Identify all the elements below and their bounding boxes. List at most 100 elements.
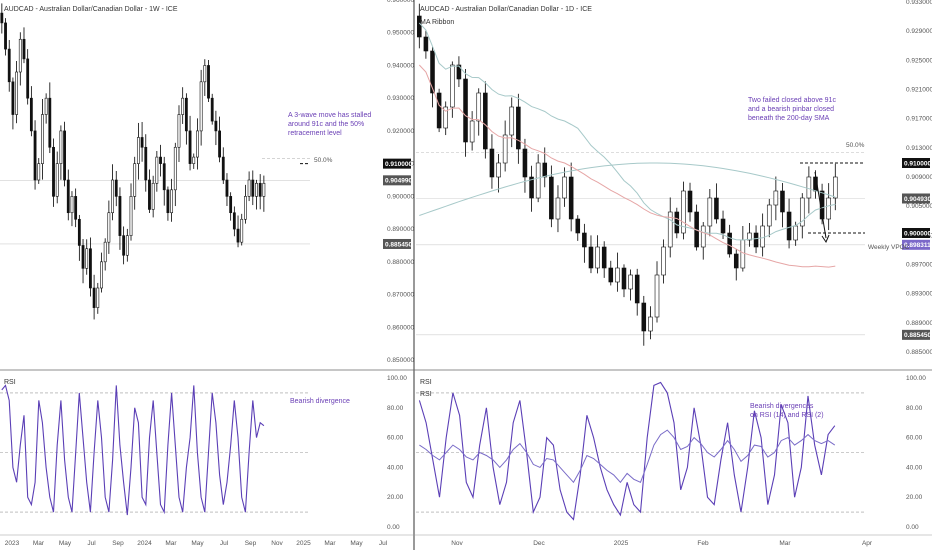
- daily-rsi-label-2: RSI: [420, 391, 432, 398]
- x-tick-label: May: [59, 540, 72, 547]
- candle-body: [720, 218, 726, 234]
- weekly-annotation-line3: retracement level: [288, 130, 342, 137]
- daily-rsi-annotation-line2: on RSI (14) and RSI (2): [750, 412, 824, 419]
- daily-annotation-line3: beneath the 200-day SMA: [748, 115, 830, 122]
- candle-body: [151, 182, 155, 210]
- candle-body: [232, 212, 236, 230]
- candle-body: [529, 176, 534, 199]
- candle-body: [489, 148, 495, 178]
- candle-body: [262, 182, 266, 197]
- candle-body: [11, 81, 15, 115]
- weekly-panel[interactable]: 0.960000 0.950000 0.940000 0.930000 0.920000…: [0, 0, 414, 547]
- x-tick-label: Jul: [379, 540, 388, 547]
- candle-body: [210, 97, 214, 122]
- candle-body: [806, 176, 812, 199]
- y-tick-label: 0.930000: [387, 95, 414, 102]
- candle-body: [29, 97, 33, 132]
- candle-body: [66, 179, 70, 214]
- rsi-2-line: [418, 381, 836, 521]
- candle-body: [114, 179, 118, 197]
- y-tick-label: 0.950000: [387, 30, 414, 37]
- candle-body: [740, 239, 746, 269]
- rsi-y-tick-label: 20.00: [906, 494, 923, 501]
- candle-body: [77, 218, 81, 246]
- candle-body: [207, 65, 210, 99]
- candle-body: [542, 162, 548, 178]
- candle-body: [173, 146, 177, 191]
- candle-body: [140, 137, 144, 148]
- candle-body: [258, 182, 262, 197]
- weekly-annotation-line1: A 3-wave move has stalled: [288, 112, 371, 119]
- candle-body: [41, 114, 44, 164]
- price-tag-label: 0.900000: [904, 230, 931, 237]
- candle-body: [773, 190, 779, 206]
- price-tag-label: 0.898311: [904, 242, 931, 249]
- candle-body: [443, 106, 448, 129]
- candle-body: [522, 148, 528, 178]
- y-tick-label: 0.921000: [906, 87, 932, 94]
- x-tick-label: Feb: [697, 540, 709, 547]
- x-tick-label: Mar: [33, 540, 45, 547]
- candle-body: [760, 225, 765, 248]
- candle-body: [166, 189, 170, 214]
- daily-fib-label: 50.0%: [846, 142, 865, 149]
- daily-rsi-annotation-line1: Bearish divergences: [750, 403, 814, 410]
- candle-body: [793, 225, 798, 241]
- y-tick-label: 0.885000: [906, 349, 932, 356]
- candle-body: [634, 274, 640, 304]
- candle-body: [70, 196, 74, 214]
- x-tick-label: May: [191, 540, 204, 547]
- candle-body: [786, 211, 792, 241]
- candle-body: [159, 156, 162, 164]
- x-tick-label: Sep: [112, 540, 124, 547]
- x-tick-label: 2023: [5, 540, 20, 547]
- candle-body: [4, 22, 7, 50]
- candle-body: [129, 196, 133, 236]
- rsi-14-line: [419, 429, 836, 484]
- y-tick-label: 0.900000: [387, 193, 414, 200]
- daily-annotation-line1: Two failed closed above 91c: [748, 97, 836, 104]
- candle-body: [240, 218, 244, 243]
- candle-body: [244, 196, 247, 220]
- x-tick-label: May: [350, 540, 363, 547]
- price-tag: [902, 228, 930, 238]
- candle-body: [89, 248, 92, 289]
- candle-body: [85, 248, 89, 269]
- candle-body: [255, 182, 258, 197]
- candle-body: [162, 163, 166, 191]
- candle-body: [136, 137, 140, 164]
- candle-body: [192, 156, 196, 164]
- daily-panel[interactable]: 0.933000 0.929000 0.925000 0.921000 0.917000…: [416, 0, 932, 547]
- price-tag-label: 0.885450: [904, 332, 931, 339]
- x-tick-label: Sep: [245, 540, 257, 547]
- candle-body: [177, 114, 181, 148]
- candle-body: [33, 130, 37, 181]
- candle-body: [170, 189, 174, 214]
- rsi-y-tick-label: 80.00: [387, 405, 404, 412]
- rsi-y-tick-label: 100.00: [387, 375, 407, 382]
- sma-200-line: [419, 162, 836, 216]
- daily-chart-title: AUDCAD - Australian Dollar/Canadian Doll…: [420, 6, 592, 13]
- candle-body: [155, 156, 159, 184]
- candle-body: [236, 228, 240, 243]
- candle-body: [483, 92, 488, 150]
- candle-body: [549, 176, 554, 220]
- candle-body: [0, 12, 4, 24]
- rsi-y-tick-label: 100.00: [906, 375, 926, 382]
- candle-body: [423, 36, 429, 52]
- daily-chart-subtitle: MA Ribbon: [420, 19, 454, 26]
- candle-body: [417, 15, 422, 38]
- candle-body: [18, 38, 22, 73]
- x-tick-label: 2025: [614, 540, 629, 547]
- candle-body: [476, 92, 482, 122]
- y-tick-label: 0.920000: [387, 128, 414, 135]
- y-tick-label: 0.960000: [387, 0, 414, 4]
- candle-body: [496, 162, 501, 178]
- rsi-y-tick-label: 20.00: [387, 494, 404, 501]
- price-tag: [383, 238, 411, 249]
- candle-body: [707, 197, 713, 227]
- y-tick-label: 0.925000: [906, 57, 932, 64]
- candle-body: [456, 64, 462, 80]
- candle-body: [826, 197, 831, 220]
- y-tick-label: 0.917000: [906, 116, 932, 123]
